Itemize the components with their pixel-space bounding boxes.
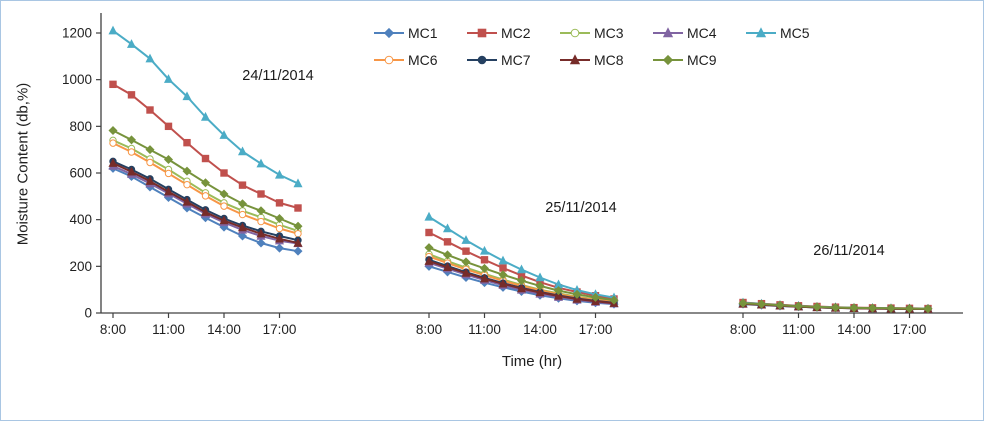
legend-label: MC8 <box>594 52 624 68</box>
legend-item-MC9: MC9 <box>652 52 745 68</box>
series-MC9 <box>108 126 933 314</box>
x-tick-label: 14:00 <box>523 322 557 337</box>
legend-label: MC9 <box>687 52 717 68</box>
legend-marker-circle <box>374 55 404 65</box>
legend-row: MC6 MC7 MC8 MC9 <box>373 52 838 68</box>
legend-item-MC1: MC1 <box>373 25 466 41</box>
legend-marker-triangle <box>560 54 590 65</box>
x-tick-label: 14:00 <box>837 322 871 337</box>
date-annotation-day1: 24/11/2014 <box>242 68 314 84</box>
x-tick-label: 11:00 <box>782 322 815 337</box>
legend-item-MC2: MC2 <box>466 25 559 41</box>
x-tick-label: 8:00 <box>416 322 442 337</box>
y-tick-label: 1000 <box>62 72 92 87</box>
legend-row: MC1 MC2 MC3 MC4 MC5 <box>373 25 838 41</box>
legend-label: MC3 <box>594 25 624 41</box>
y-tick-label: 1200 <box>62 26 92 41</box>
x-tick-label: 11:00 <box>152 322 185 337</box>
date-annotation-day2: 25/11/2014 <box>545 200 617 216</box>
legend-marker-diamond <box>653 54 683 66</box>
legend-item-MC4: MC4 <box>652 25 745 41</box>
x-tick-label: 11:00 <box>468 322 501 337</box>
axes: 0 200 400 600 800 1000 1200 8:00 11:00 14:00 17:00… <box>62 13 963 337</box>
x-tick-label: 14:00 <box>207 322 241 337</box>
y-tick-label: 200 <box>69 259 92 274</box>
legend-label: MC6 <box>408 52 438 68</box>
series-MC8 <box>108 158 933 313</box>
y-axis-title: Moisture Content (db,%) <box>14 82 32 246</box>
y-tick-label: 600 <box>69 166 92 181</box>
legend-marker-square <box>467 28 497 38</box>
y-tick-label: 800 <box>69 119 92 134</box>
legend-marker-triangle <box>746 27 776 38</box>
legend-label: MC5 <box>780 25 810 41</box>
series-MC5 <box>108 25 933 313</box>
y-tick-label: 0 <box>84 306 92 321</box>
legend-item-MC7: MC7 <box>466 52 559 68</box>
x-tick-label: 17:00 <box>263 322 297 337</box>
legend-marker-circle <box>467 55 497 65</box>
legend-item-MC6: MC6 <box>373 52 466 68</box>
x-tick-label: 17:00 <box>579 322 613 337</box>
x-tick-label: 8:00 <box>100 322 126 337</box>
legend-label: MC7 <box>501 52 531 68</box>
legend-label: MC2 <box>501 25 531 41</box>
chart-legend: MC1 MC2 MC3 MC4 MC5 MC6 MC7 MC8 MC9 <box>373 25 838 68</box>
y-tick-label: 400 <box>69 212 92 227</box>
legend-marker-diamond <box>374 27 404 39</box>
date-annotation-day3: 26/11/2014 <box>813 243 885 259</box>
legend-item-MC5: MC5 <box>745 25 838 41</box>
x-tick-label: 17:00 <box>893 322 927 337</box>
x-tick-label: 8:00 <box>730 322 756 337</box>
legend-item-MC3: MC3 <box>559 25 652 41</box>
legend-label: MC1 <box>408 25 438 41</box>
legend-label: MC4 <box>687 25 717 41</box>
legend-marker-triangle <box>653 27 683 38</box>
legend-marker-circle <box>560 28 590 38</box>
x-axis-title: Time (hr) <box>501 353 563 370</box>
legend-item-MC8: MC8 <box>559 52 652 68</box>
